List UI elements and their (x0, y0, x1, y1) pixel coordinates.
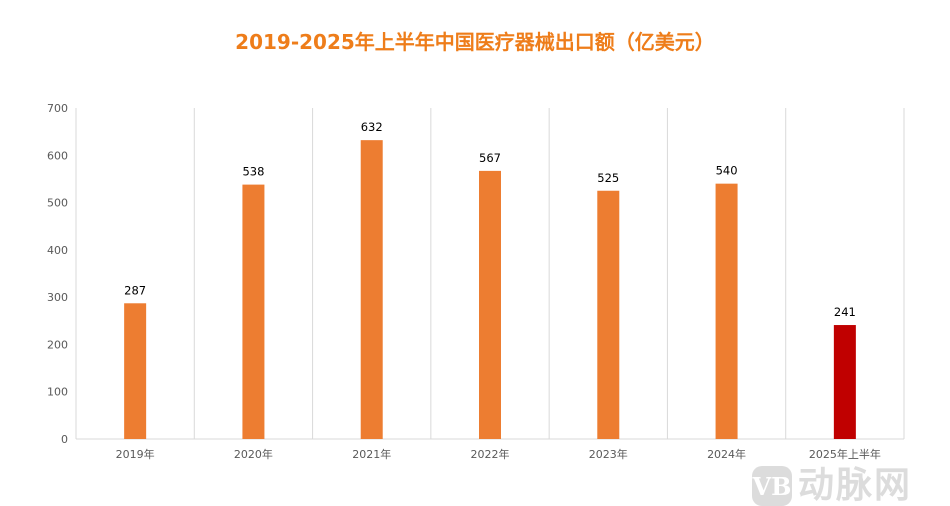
bar (242, 184, 265, 439)
y-tick-label: 500 (47, 197, 68, 210)
y-tick-label: 700 (47, 102, 68, 115)
x-tick-label: 2024年 (707, 447, 746, 461)
data-label: 287 (124, 283, 146, 297)
data-label: 540 (716, 164, 738, 178)
bar (597, 190, 620, 439)
x-tick-label: 2019年 (116, 447, 155, 461)
x-tick-label: 2022年 (471, 447, 510, 461)
x-tick-label: 2025年上半年 (809, 447, 881, 461)
x-tick-label: 2020年 (234, 447, 273, 461)
chart-title: 2019-2025年上半年中国医疗器械出口额（亿美元） (235, 30, 715, 54)
bar (124, 303, 147, 439)
x-tick-label: 2021年 (352, 447, 391, 461)
bar (715, 183, 738, 439)
x-tick-label: 2023年 (589, 447, 628, 461)
y-tick-label: 300 (47, 291, 68, 304)
y-tick-label: 100 (47, 386, 68, 399)
y-tick-label: 0 (61, 433, 68, 446)
data-label: 241 (834, 305, 856, 319)
data-label: 538 (242, 165, 264, 179)
watermark-logo: VB 动脉网 (752, 466, 912, 506)
bar (833, 325, 856, 439)
data-label: 525 (597, 171, 619, 185)
y-tick-label: 400 (47, 244, 68, 257)
bar (479, 170, 501, 439)
data-label: 632 (361, 120, 383, 134)
y-tick-label: 200 (47, 338, 68, 351)
y-tick-label: 600 (47, 149, 68, 162)
data-label: 567 (479, 151, 501, 165)
bar (360, 140, 383, 439)
watermark-text: 动脉网 (798, 465, 913, 506)
watermark-icon: VB (752, 466, 792, 506)
